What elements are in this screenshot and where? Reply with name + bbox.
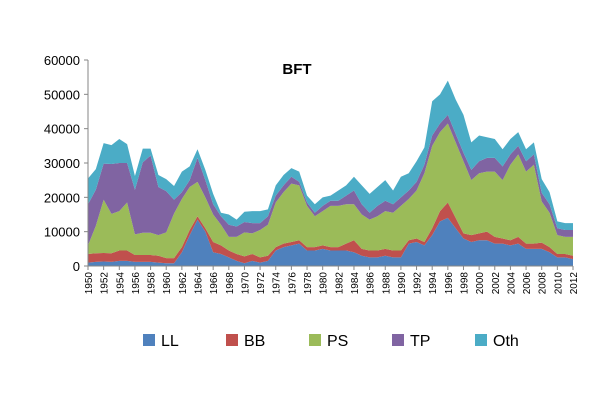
x-tick-label: 1964	[194, 272, 205, 295]
legend-swatch-oth	[475, 334, 487, 346]
legend-label-ps: PS	[327, 333, 348, 350]
x-tick-label: 1998	[459, 272, 470, 295]
x-tick-label: 1980	[319, 272, 330, 295]
legend-label-oth: Oth	[493, 333, 519, 350]
x-tick-label: 2002	[491, 272, 502, 295]
x-tick-label: 1994	[428, 272, 439, 295]
x-tick-label: 1986	[366, 272, 377, 295]
legend: LL BB PS TP Oth	[143, 333, 519, 350]
series-area-tp	[88, 114, 573, 246]
series-area-ll	[88, 217, 573, 266]
series-area-ps	[88, 123, 573, 259]
legend-swatch-tp	[392, 334, 404, 346]
x-tick-label: 1972	[256, 272, 267, 295]
x-tick-label: 1996	[444, 272, 455, 295]
y-tick-label: 40000	[44, 122, 80, 137]
x-tick-label: 2010	[553, 272, 564, 295]
x-tick-label: 1990	[397, 272, 408, 295]
x-tick-label: 1950	[84, 272, 95, 295]
legend-swatch-ps	[309, 334, 321, 346]
legend-swatch-ll	[143, 334, 155, 346]
legend-swatch-bb	[226, 334, 238, 346]
x-tick-label: 1956	[131, 272, 142, 295]
y-tick-label: 60000	[44, 53, 80, 68]
x-tick-label: 2008	[538, 272, 549, 295]
y-tick-label: 20000	[44, 190, 80, 205]
y-tick-label: 30000	[44, 156, 80, 171]
y-tick-label: 50000	[44, 87, 80, 102]
axis-layer: 0 10000 20000 30000 40000 50000 60000 1950 1952 1…	[44, 53, 580, 294]
x-tick-label: 1952	[100, 272, 111, 295]
legend-label-tp: TP	[410, 333, 430, 350]
x-tick-label: 1954	[115, 272, 126, 295]
series-area-oth	[88, 80, 573, 230]
chart-title: BFT	[282, 61, 311, 78]
y-tick-label: 10000	[44, 225, 80, 240]
area-layer	[88, 80, 573, 266]
legend-label-bb: BB	[244, 333, 265, 350]
x-tick-label: 1984	[350, 272, 361, 295]
x-tick-label: 1976	[287, 272, 298, 295]
legend-label-ll: LL	[161, 333, 179, 350]
x-tick-label: 2004	[506, 272, 517, 295]
x-tick-label: 2006	[522, 272, 533, 295]
series-area-bb	[88, 202, 573, 264]
x-tick-label: 1966	[209, 272, 220, 295]
x-tick-label: 1992	[413, 272, 424, 295]
y-tick-label: 0	[73, 259, 80, 274]
x-tick-label: 1960	[162, 272, 173, 295]
x-tick-label: 1970	[240, 272, 251, 295]
x-tick-label: 2000	[475, 272, 486, 295]
x-tick-label: 2012	[569, 272, 580, 295]
x-tick-label: 1958	[147, 272, 158, 295]
x-tick-label: 1982	[334, 272, 345, 295]
x-tick-label: 1974	[272, 272, 283, 295]
x-tick-label: 1988	[381, 272, 392, 295]
x-tick-label: 1978	[303, 272, 314, 295]
x-tick-label: 1962	[178, 272, 189, 295]
x-tick-label: 1968	[225, 272, 236, 295]
